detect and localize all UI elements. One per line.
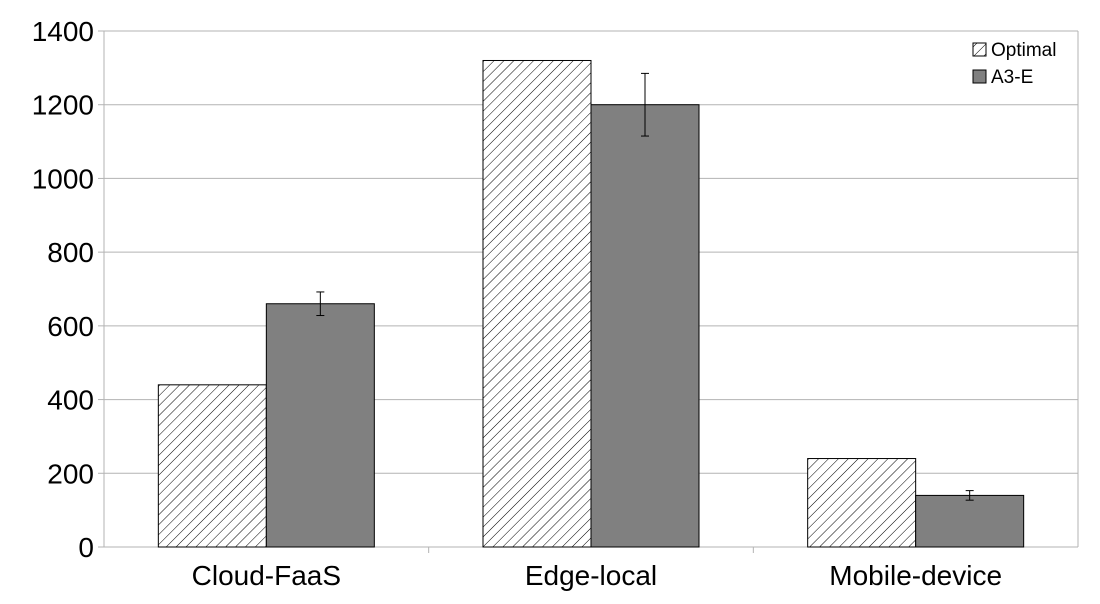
legend: Optimal A3-E (972, 40, 1056, 88)
y-tick-label: 200 (47, 458, 94, 489)
bar-optimal-edge-local (482, 59, 592, 548)
bar-a3-e-mobile-device (915, 494, 1025, 548)
legend-label-optimal: Optimal (991, 40, 1056, 61)
x-category-label: Edge-local (525, 560, 657, 591)
labels: 0 200 400 600 800 1000 1200 1400 Cloud-FaaS Edge-… (32, 16, 1002, 591)
legend-label-a3e: A3-E (991, 67, 1033, 88)
bars (157, 59, 1025, 548)
y-tick-label: 1000 (32, 163, 94, 194)
y-tick-label: 1200 (32, 90, 94, 121)
bar-optimal-cloud-faas (157, 384, 267, 548)
legend-swatch-optimal (972, 42, 987, 57)
x-category-label: Cloud-FaaS (192, 560, 341, 591)
x-category-label: Mobile-device (829, 560, 1002, 591)
y-tick-label: 0 (78, 532, 94, 563)
y-tick-label: 800 (47, 237, 94, 268)
error-bars (316, 72, 974, 501)
bar-a3-e-cloud-faas (265, 303, 375, 548)
y-tick-label: 400 (47, 385, 94, 416)
bar-a3-e-edge-local (590, 104, 700, 548)
y-tick-label: 600 (47, 311, 94, 342)
y-tick-label: 1400 (32, 16, 94, 47)
legend-swatch-a3e (972, 69, 987, 84)
bar-optimal-mobile-device (807, 458, 917, 548)
